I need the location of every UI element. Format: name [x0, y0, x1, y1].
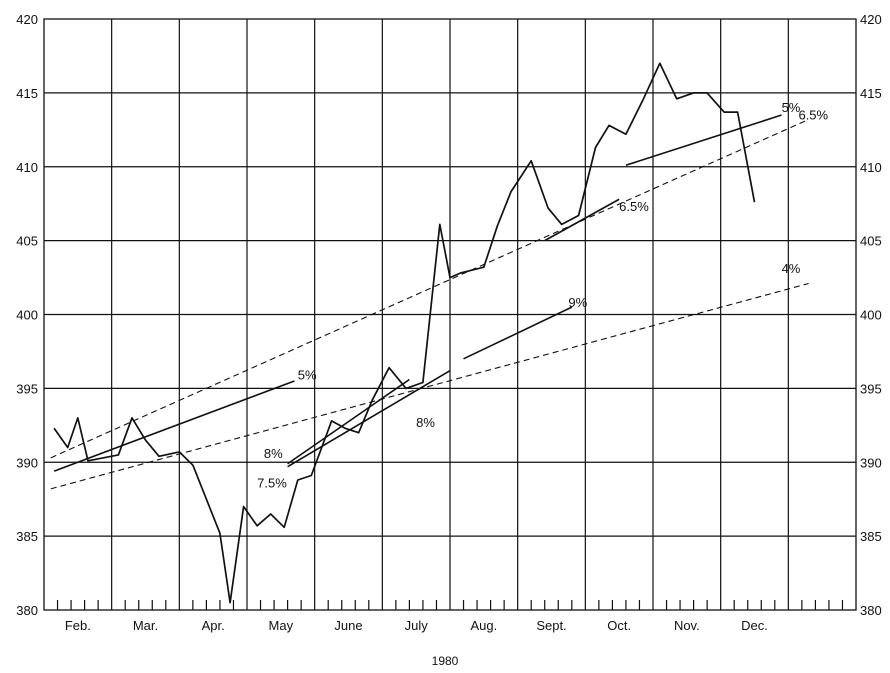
y-tick-label: 385 — [860, 529, 882, 544]
trend-line — [463, 306, 573, 360]
month-label: Oct. — [607, 618, 631, 633]
trend-line — [287, 369, 451, 468]
y-tick-label: 415 — [860, 86, 882, 101]
grid — [43, 18, 857, 611]
annotation-label: 6.5% — [798, 107, 828, 122]
month-label: Apr. — [202, 618, 225, 633]
month-label: Feb. — [65, 618, 91, 633]
y-tick-label: 420 — [860, 12, 882, 27]
annotation-label: 5% — [298, 368, 317, 383]
series-line — [53, 62, 756, 604]
annotation-label: 8% — [416, 415, 435, 430]
y-tick-label: 415 — [16, 86, 38, 101]
trend-line — [53, 380, 295, 472]
annotation-label: 5% — [782, 100, 801, 115]
y-tick-label: 410 — [860, 160, 882, 175]
month-label: Aug. — [470, 618, 497, 633]
month-label: Dec. — [741, 618, 768, 633]
annotations: 5%8%7.5%8%9%6.5%5%6.5%4% — [257, 100, 828, 490]
trend-line — [287, 378, 410, 465]
trend-line — [50, 118, 809, 459]
month-label: Nov. — [674, 618, 700, 633]
annotation-label: 7.5% — [257, 475, 287, 490]
x-axis-title: 1980 — [432, 654, 459, 668]
annotation-label: 6.5% — [619, 199, 649, 214]
month-label: May — [269, 618, 294, 633]
y-tick-label: 400 — [16, 308, 38, 323]
y-tick-label: 410 — [16, 160, 38, 175]
y-tick-label: 400 — [860, 308, 882, 323]
trend-line — [50, 282, 809, 490]
x-minor-ticks — [56, 600, 844, 610]
trend-lines — [50, 114, 809, 490]
y-tick-label: 390 — [16, 455, 38, 470]
y-tick-label: 395 — [860, 381, 882, 396]
month-label: Mar. — [133, 618, 158, 633]
annotation-label: 9% — [568, 295, 587, 310]
y-tick-label: 395 — [16, 381, 38, 396]
y-tick-label: 390 — [860, 455, 882, 470]
y-tick-label: 405 — [16, 234, 38, 249]
y-tick-label: 385 — [16, 529, 38, 544]
y-tick-label: 405 — [860, 234, 882, 249]
y-axis-right-labels: 380 385 390 395 400 405 410 415 420 — [860, 12, 882, 618]
y-tick-label: 380 — [16, 603, 38, 618]
month-label: June — [334, 618, 362, 633]
y-axis-left-labels: 380 385 390 395 400 405 410 415 420 — [16, 12, 38, 618]
y-tick-label: 380 — [860, 603, 882, 618]
month-label: July — [405, 618, 429, 633]
x-axis-month-labels: Feb. Mar. Apr. May June July Aug. Sept. Oct. Nov.… — [65, 618, 768, 633]
series — [53, 62, 756, 604]
month-label: Sept. — [536, 618, 566, 633]
y-tick-label: 420 — [16, 12, 38, 27]
annotation-label: 4% — [782, 261, 801, 276]
trend-line — [544, 198, 620, 242]
trend-line — [625, 114, 782, 167]
annotation-label: 8% — [264, 446, 283, 461]
